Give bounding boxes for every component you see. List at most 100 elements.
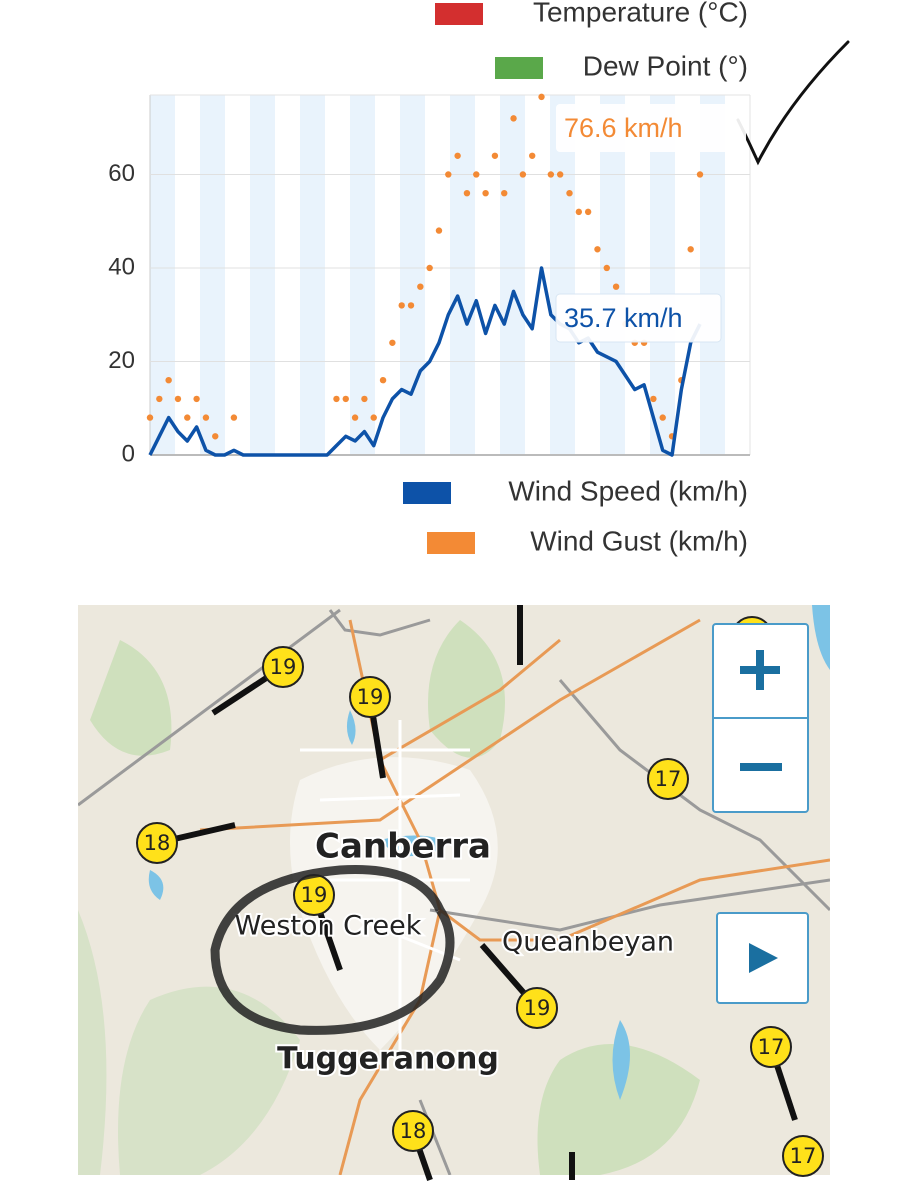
gust-dot <box>435 227 443 234</box>
legend-swatch <box>435 3 483 25</box>
station-value: 19 <box>357 685 384 709</box>
band <box>650 95 675 455</box>
legend-label: Wind Speed (km/h) <box>508 475 748 506</box>
band <box>250 95 275 455</box>
gust-dot <box>398 302 405 309</box>
gust-dot <box>491 152 499 159</box>
place-label: Weston Creek <box>235 911 422 942</box>
place-label: Queanbeyan <box>502 927 674 958</box>
hand-circle <box>210 865 455 1035</box>
play-icon <box>749 943 778 973</box>
legend-swatch <box>495 57 543 79</box>
gust-dot <box>659 414 666 421</box>
gust-dot <box>463 189 471 197</box>
gust-dot <box>538 93 545 101</box>
gust-dot <box>417 283 424 290</box>
band <box>300 95 325 455</box>
gust-dot <box>389 339 396 346</box>
place-labels: Canberra Weston Creek Queanbeyan Tuggeranon… <box>233 825 676 1079</box>
gust-dot <box>547 171 555 178</box>
gust-dot <box>566 189 573 197</box>
zoom-control <box>712 623 809 1004</box>
tooltip-label: 35.7 km/h <box>564 303 683 333</box>
gust-dot <box>519 171 527 178</box>
gust-dot <box>454 152 461 159</box>
gust-dot <box>445 171 452 178</box>
y-tick-label: 60 <box>108 160 135 187</box>
gust-dot <box>379 376 387 384</box>
legend-swatch <box>427 532 475 554</box>
gust-dot <box>426 264 433 272</box>
gust-dot <box>482 189 489 197</box>
station-value: 18 <box>144 831 171 855</box>
gust-dot <box>575 208 583 216</box>
gust-dot <box>529 152 536 159</box>
hand-checkmark <box>736 40 850 166</box>
station-marker <box>750 1026 792 1068</box>
gust-dot <box>556 171 564 178</box>
gust-dot <box>202 414 210 421</box>
map-base <box>78 605 830 1175</box>
station-marker <box>516 987 558 1029</box>
gust-dot <box>473 171 480 178</box>
gust-dot <box>361 395 368 403</box>
tooltip-box <box>556 104 746 152</box>
station-marker <box>136 822 178 864</box>
gust-dot <box>156 395 163 403</box>
station-value: 19 <box>524 996 551 1020</box>
legend-label: Dew Point (°) <box>583 50 748 81</box>
station-value: 19 <box>270 655 297 679</box>
gust-dot <box>501 189 508 197</box>
gust-dot <box>351 414 359 421</box>
gust-dot <box>407 302 415 309</box>
station-value: 17 <box>655 767 682 791</box>
band <box>500 95 525 455</box>
station-value: 19 <box>301 883 328 907</box>
station-marker <box>782 1135 824 1177</box>
gust-dot <box>165 376 172 384</box>
gust-dot <box>687 246 694 253</box>
zoom-in[interactable] <box>740 650 780 690</box>
gust-dot <box>584 208 592 216</box>
gust-dot <box>230 414 238 421</box>
station-value: 17 <box>790 1144 817 1168</box>
place-label: Tuggeranong <box>277 1042 499 1077</box>
gust-dot <box>612 283 620 290</box>
station-marker <box>392 1110 434 1152</box>
y-tick-label: 0 <box>122 440 135 467</box>
gust-dot <box>212 433 219 440</box>
band <box>400 95 425 455</box>
station-marker <box>262 646 304 688</box>
gust-dot <box>696 171 704 178</box>
gust-dot <box>342 395 349 403</box>
band <box>350 95 375 455</box>
gust-dot <box>370 414 377 421</box>
gust-dot <box>184 414 191 421</box>
gust-dot <box>333 395 340 403</box>
gust-dot <box>146 414 154 421</box>
tooltip-box <box>555 293 722 343</box>
band <box>600 95 625 455</box>
tooltip-label: 76.6 km/h <box>564 113 683 143</box>
gust-dot <box>510 115 517 122</box>
gust-dot <box>174 395 182 403</box>
station-marker <box>647 758 689 800</box>
gust-dot <box>193 395 200 403</box>
station-value: 17 <box>758 1035 785 1059</box>
gust-dot <box>594 246 601 253</box>
speed-line <box>148 266 702 457</box>
y-tick-label: 20 <box>108 347 135 374</box>
band <box>550 95 575 455</box>
gust-dot <box>650 395 657 403</box>
place-label: Canberra <box>315 827 491 867</box>
legend-swatch <box>403 482 451 504</box>
band <box>700 95 725 455</box>
station-marker <box>349 676 391 718</box>
band <box>200 95 225 455</box>
station-value: 18 <box>400 1119 427 1143</box>
wind-chart: 0 20 40 60 76.6 km/h 35.7 km/h Temperature (°C… <box>108 0 850 556</box>
legend-label: Wind Gust (km/h) <box>530 525 748 556</box>
band <box>450 95 475 455</box>
